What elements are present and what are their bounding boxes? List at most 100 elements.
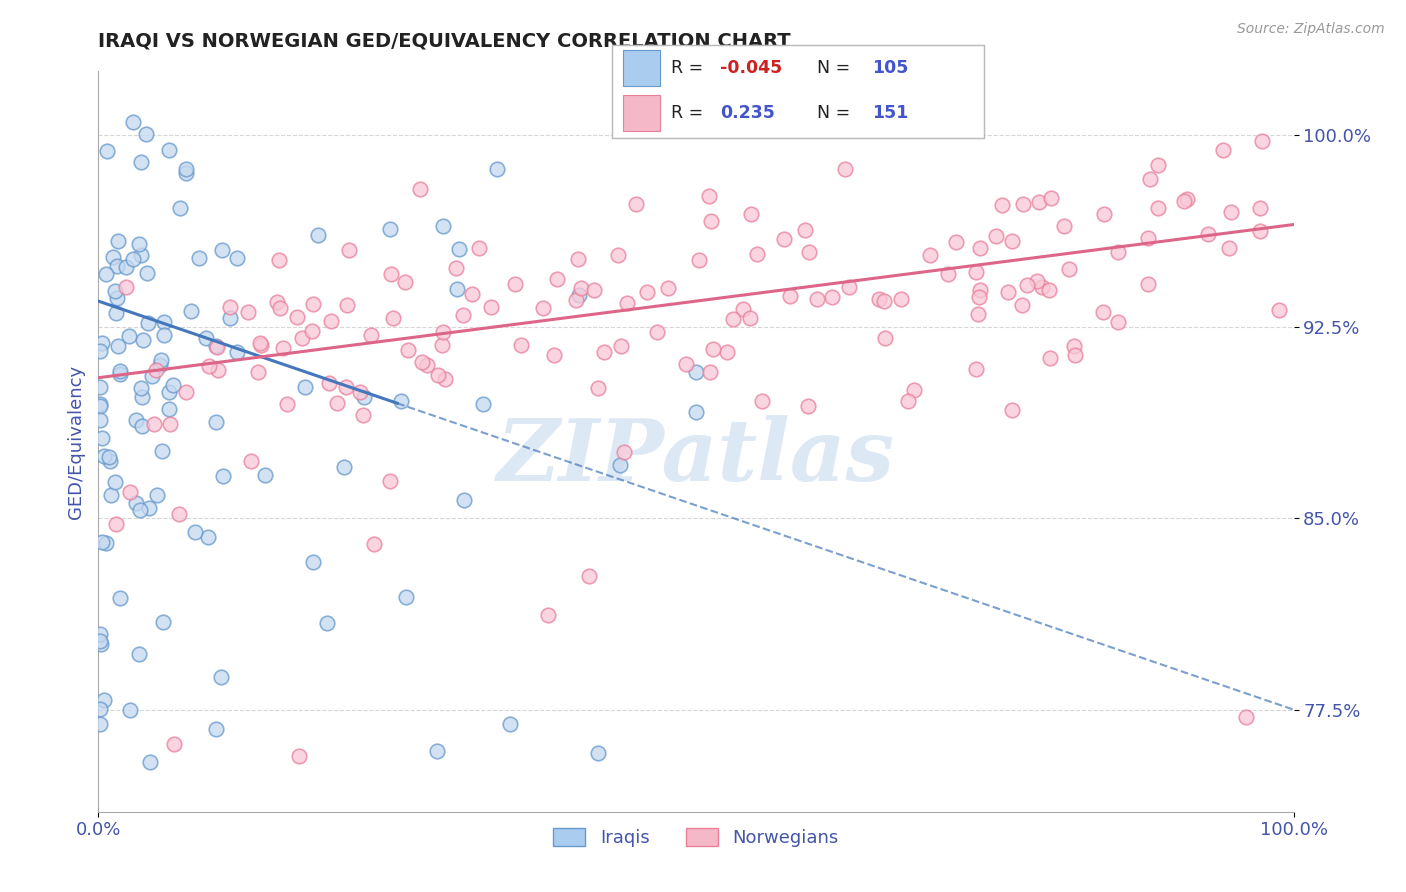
Point	[301, 555, 323, 569]
Point	[93, 693, 115, 707]
Point	[315, 616, 337, 631]
Point	[159, 417, 181, 431]
Point	[586, 381, 609, 395]
Point	[740, 207, 762, 221]
Point	[451, 308, 474, 322]
Point	[721, 312, 744, 326]
Point	[1197, 227, 1219, 241]
Point	[250, 337, 273, 351]
Point	[301, 324, 323, 338]
Point	[747, 247, 769, 261]
Point	[90, 534, 112, 549]
Point	[104, 475, 127, 489]
Point	[139, 755, 162, 769]
Text: -0.045: -0.045	[720, 59, 782, 77]
Point	[1137, 277, 1160, 292]
Point	[204, 415, 226, 429]
Point	[1251, 135, 1274, 149]
Bar	[623, 50, 659, 86]
Point	[657, 280, 679, 294]
Point	[288, 748, 311, 763]
Point	[425, 744, 447, 758]
Point	[319, 314, 342, 328]
Point	[108, 591, 131, 606]
Point	[873, 293, 896, 308]
Point	[150, 353, 173, 368]
Point	[969, 283, 991, 297]
Point	[430, 337, 453, 351]
Point	[432, 219, 454, 233]
Point	[1053, 219, 1076, 233]
Point	[1218, 241, 1240, 255]
Text: N =: N =	[817, 104, 855, 122]
Point	[285, 310, 308, 324]
Point	[583, 283, 606, 297]
Point	[269, 253, 291, 268]
Point	[89, 702, 111, 716]
Point	[100, 488, 122, 502]
Point	[716, 344, 738, 359]
Point	[565, 293, 588, 307]
Point	[352, 408, 374, 422]
Point	[1039, 351, 1062, 366]
Point	[510, 338, 533, 352]
Point	[153, 328, 176, 343]
Point	[965, 362, 987, 376]
Point	[236, 305, 259, 319]
Point	[411, 355, 433, 369]
Point	[118, 484, 141, 499]
Point	[157, 402, 180, 417]
Point	[209, 670, 232, 684]
Point	[174, 161, 197, 176]
Point	[157, 385, 180, 400]
Point	[89, 397, 111, 411]
Point	[219, 311, 242, 326]
Point	[118, 703, 141, 717]
Text: ZIPatlas: ZIPatlas	[496, 415, 896, 498]
Point	[890, 292, 912, 306]
Point	[1177, 192, 1199, 206]
Point	[148, 359, 170, 373]
Text: Source: ZipAtlas.com: Source: ZipAtlas.com	[1237, 22, 1385, 37]
Point	[578, 569, 600, 583]
Point	[167, 507, 190, 521]
Point	[1028, 195, 1050, 210]
Text: N =: N =	[817, 59, 855, 77]
Point	[1147, 201, 1170, 215]
Point	[207, 363, 229, 377]
Point	[249, 335, 271, 350]
Point	[1039, 191, 1062, 205]
Point	[965, 265, 987, 279]
Point	[163, 738, 186, 752]
Point	[394, 275, 416, 289]
Point	[1057, 261, 1080, 276]
Point	[1173, 194, 1195, 209]
Text: 0.235: 0.235	[720, 104, 775, 122]
Point	[685, 365, 707, 379]
Point	[157, 143, 180, 157]
Point	[187, 251, 209, 265]
Point	[461, 286, 484, 301]
Point	[226, 252, 249, 266]
Point	[138, 500, 160, 515]
Point	[143, 417, 166, 432]
Point	[702, 343, 724, 357]
Point	[212, 469, 235, 483]
Point	[174, 384, 197, 399]
Point	[114, 280, 136, 294]
Point	[378, 475, 401, 489]
Point	[1001, 403, 1024, 417]
Point	[453, 493, 475, 508]
Point	[122, 252, 145, 266]
Point	[1011, 297, 1033, 311]
Point	[89, 344, 111, 359]
Point	[152, 615, 174, 629]
Point	[486, 162, 509, 177]
Point	[103, 250, 125, 264]
Point	[1015, 277, 1038, 292]
Point	[226, 344, 249, 359]
Point	[91, 335, 114, 350]
Point	[218, 300, 240, 314]
Point	[903, 383, 925, 397]
Point	[353, 390, 375, 404]
